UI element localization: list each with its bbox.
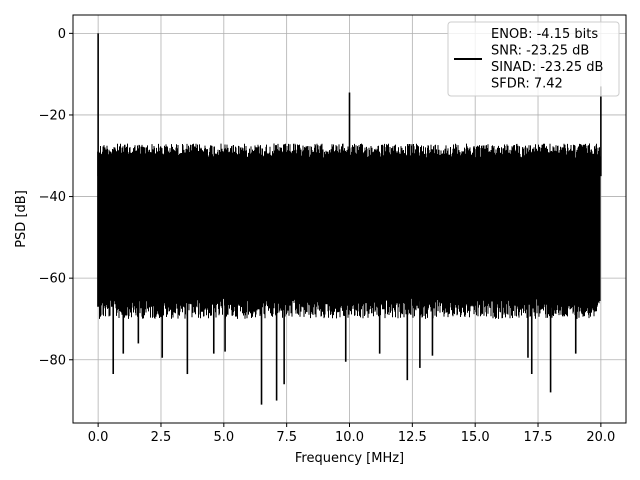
x-tick-label: 17.5 bbox=[524, 430, 553, 445]
legend-box bbox=[447, 21, 620, 97]
legend: ENOB: -4.15 bits SNR: -23.25 dB SINAD: -… bbox=[447, 21, 620, 97]
y-tick-label: −60 bbox=[39, 272, 66, 287]
x-axis-label: Frequency [MHz] bbox=[295, 451, 404, 466]
y-tick-label: −40 bbox=[39, 190, 66, 205]
legend-line-sinad: SINAD: -23.25 dB bbox=[491, 60, 603, 75]
x-tick-label: 20.0 bbox=[586, 430, 615, 445]
x-tick-label: 7.5 bbox=[276, 430, 297, 445]
x-tick-label: 5.0 bbox=[213, 430, 234, 445]
y-tick-label: −20 bbox=[39, 108, 66, 123]
y-axis-ticks: 0 −20 −40 −60 −80 bbox=[39, 27, 73, 368]
x-tick-label: 2.5 bbox=[151, 430, 172, 445]
x-tick-label: 10.0 bbox=[335, 430, 364, 445]
y-tick-label: −80 bbox=[39, 353, 66, 368]
x-tick-label: 15.0 bbox=[461, 430, 490, 445]
legend-line-snr: SNR: -23.25 dB bbox=[491, 44, 589, 59]
legend-line-enob: ENOB: -4.15 bits bbox=[491, 27, 598, 42]
y-tick-label: 0 bbox=[58, 27, 66, 42]
y-axis-label: PSD [dB] bbox=[14, 190, 29, 248]
plot-area bbox=[97, 33, 602, 405]
x-axis-ticks: 0.0 2.5 5.0 7.5 10.0 12.5 15.0 17.5 20.0 bbox=[88, 423, 615, 445]
x-tick-label: 12.5 bbox=[398, 430, 427, 445]
x-tick-label: 0.0 bbox=[88, 430, 109, 445]
legend-line-sfdr: SFDR: 7.42 bbox=[491, 77, 563, 92]
